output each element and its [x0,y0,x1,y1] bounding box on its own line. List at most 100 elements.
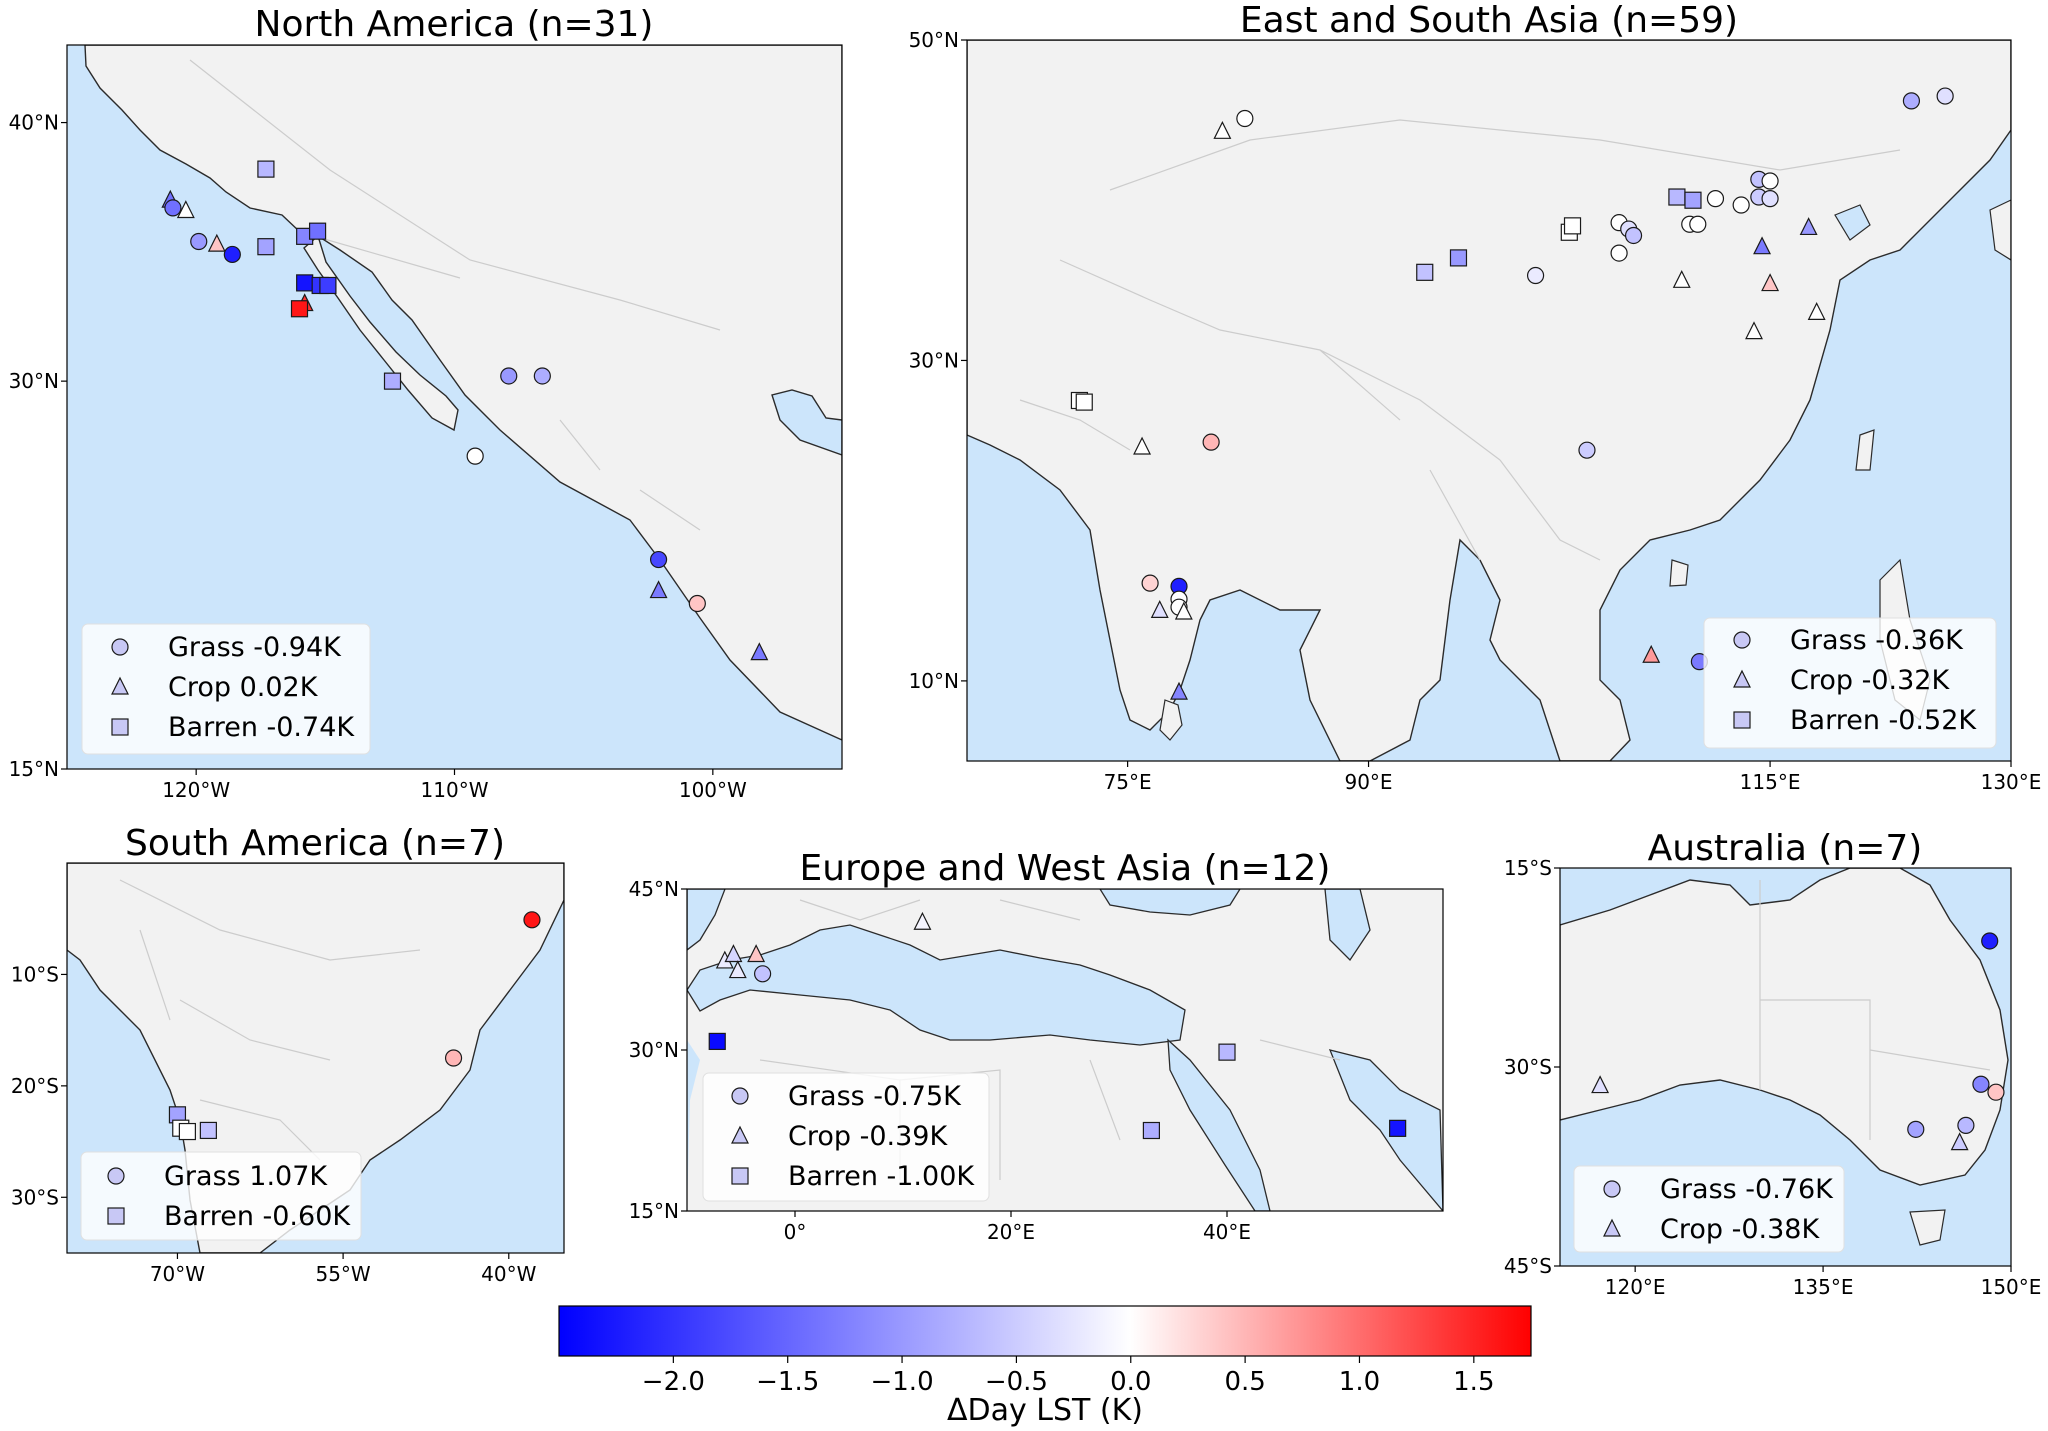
site-markers [1591,932,2005,1151]
y-tick-label: 40°N [9,111,59,135]
y-ticks: 10°S 20°S 30°S [11,962,67,1209]
mainland-land [84,45,842,741]
legend-items: Grass -0.76K Crop -0.38K [1603,1174,1834,1245]
site-triangle [176,200,195,219]
site-square [1563,217,1582,235]
borders [189,59,721,531]
colorbar-bar [558,1305,1532,1357]
legend-marker-grass [1733,631,1751,649]
site-circle [1902,92,1921,110]
colorbar-tick-label: 0.0 [1110,1367,1151,1397]
panel-title: East and South Asia (n=59) [1240,0,1738,41]
x-tick-label: 115°E [1740,770,1801,794]
site-markers [708,911,1407,1140]
site-square [199,1121,217,1140]
atlantic-north [687,889,726,951]
colorbar-tick-label: 0.5 [1224,1367,1265,1397]
x-tick-label: 135°E [1793,1275,1854,1299]
legend-label-barren: Barren -1.00K [788,1161,975,1192]
site-circle [1957,1116,1975,1134]
site-triangle [207,233,226,252]
legend-label-crop: Crop -0.39K [788,1121,948,1152]
site-triangle [1174,601,1193,620]
site-square [1218,1043,1236,1061]
sri-lanka [1159,699,1183,741]
legend-marker-crop [731,1125,749,1144]
site-triangle [1133,436,1152,455]
legend-marker-grass [107,1167,125,1185]
mediterranean-sea [687,924,1186,1046]
legend: Grass 1.07K Barren -0.60K [80,1151,362,1241]
x-tick-label: 40°W [481,1262,536,1286]
y-tick-label: 45°N [629,877,679,901]
x-tick-label: 150°E [1981,1275,2042,1299]
site-triangle [1799,217,1818,236]
legend-box [80,1151,362,1241]
site-square [319,276,337,295]
site-markers [161,160,769,661]
legend-items: Grass -0.75K Crop -0.39K Barren -1.00K [731,1081,975,1192]
site-circle [753,965,772,983]
y-tick-label: 30°S [11,1185,59,1209]
site-circle [223,245,241,264]
site-circle [190,232,208,251]
site-circle [1907,1120,1925,1138]
site-square [1075,393,1093,411]
x-tick-label: 90°E [1344,770,1392,794]
colorbar-tick-label: −0.5 [985,1367,1048,1397]
map-frame [966,39,2012,762]
site-circle [1610,244,1628,262]
black-sea [1099,889,1241,916]
legend-label-grass: Grass -0.36K [1790,625,1964,656]
x-tick-label: 0° [784,1220,807,1244]
site-circle [1578,441,1596,459]
site-square [1449,249,1468,267]
x-tick-label: 100°W [679,778,747,802]
x-tick-label: 40°E [1203,1220,1251,1244]
x-tick-label: 20°E [987,1220,1035,1244]
panel-east-south-asia: East and South Asia (n=59) 75°E 90°E 115°E… [909,0,2042,794]
panel-title: South America (n=7) [125,823,505,864]
colorbar-tick-label: −1.0 [870,1367,933,1397]
caspian-sea [1324,889,1371,962]
site-square [178,1122,196,1141]
site-square [1668,188,1686,206]
legend: Grass -0.36K Crop -0.32K Barren -0.52K [1703,617,1997,749]
panel-north-america: North America (n=31) 120°W 110°W 100°W 40°… [9,4,843,802]
y-ticks: 45°N 30°N 15°N [629,877,687,1223]
y-tick-label: 10°N [909,669,959,693]
y-tick-label: 30°N [9,369,59,393]
borders [1019,119,1901,561]
y-tick-label: 30°N [629,1038,679,1062]
panel-south-america: South America (n=7) 70°W 55°W 40°W 10°S 20°… [11,823,565,1286]
y-tick-label: 50°N [909,28,959,52]
borders [1759,880,1991,1140]
legend-label-barren: Barren -0.74K [168,712,355,743]
atlantic-south [687,1040,700,1211]
mainland-land [967,40,2011,761]
site-circle [533,367,551,385]
site-circle [1689,215,1707,233]
legend-label-grass: Grass 1.07K [164,1161,328,1192]
site-square [383,372,402,390]
taiwan [1855,429,1875,471]
site-square [1416,263,1434,281]
site-square [257,238,275,256]
panel-title: North America (n=31) [255,4,654,45]
site-triangle [724,944,743,963]
site-square [257,160,275,178]
site-triangle [1753,236,1772,255]
korea-japan [1989,199,2011,261]
y-tick-label: 20°S [11,1074,59,1098]
legend: Grass -0.75K Crop -0.39K Barren -1.00K [702,1072,990,1202]
legend-marker-barren [1733,711,1751,729]
legend-items: Grass 1.07K Barren -0.60K [107,1161,351,1232]
bohai-sea [1834,204,1871,241]
y-tick-label: 30°N [909,348,959,372]
gulf-detail [330,340,356,372]
site-circle [1202,433,1220,451]
legend-marker-barren [111,718,129,736]
site-circle [444,1049,463,1067]
site-circle [1141,574,1159,592]
y-ticks: 40°N 30°N 15°N [9,111,67,781]
